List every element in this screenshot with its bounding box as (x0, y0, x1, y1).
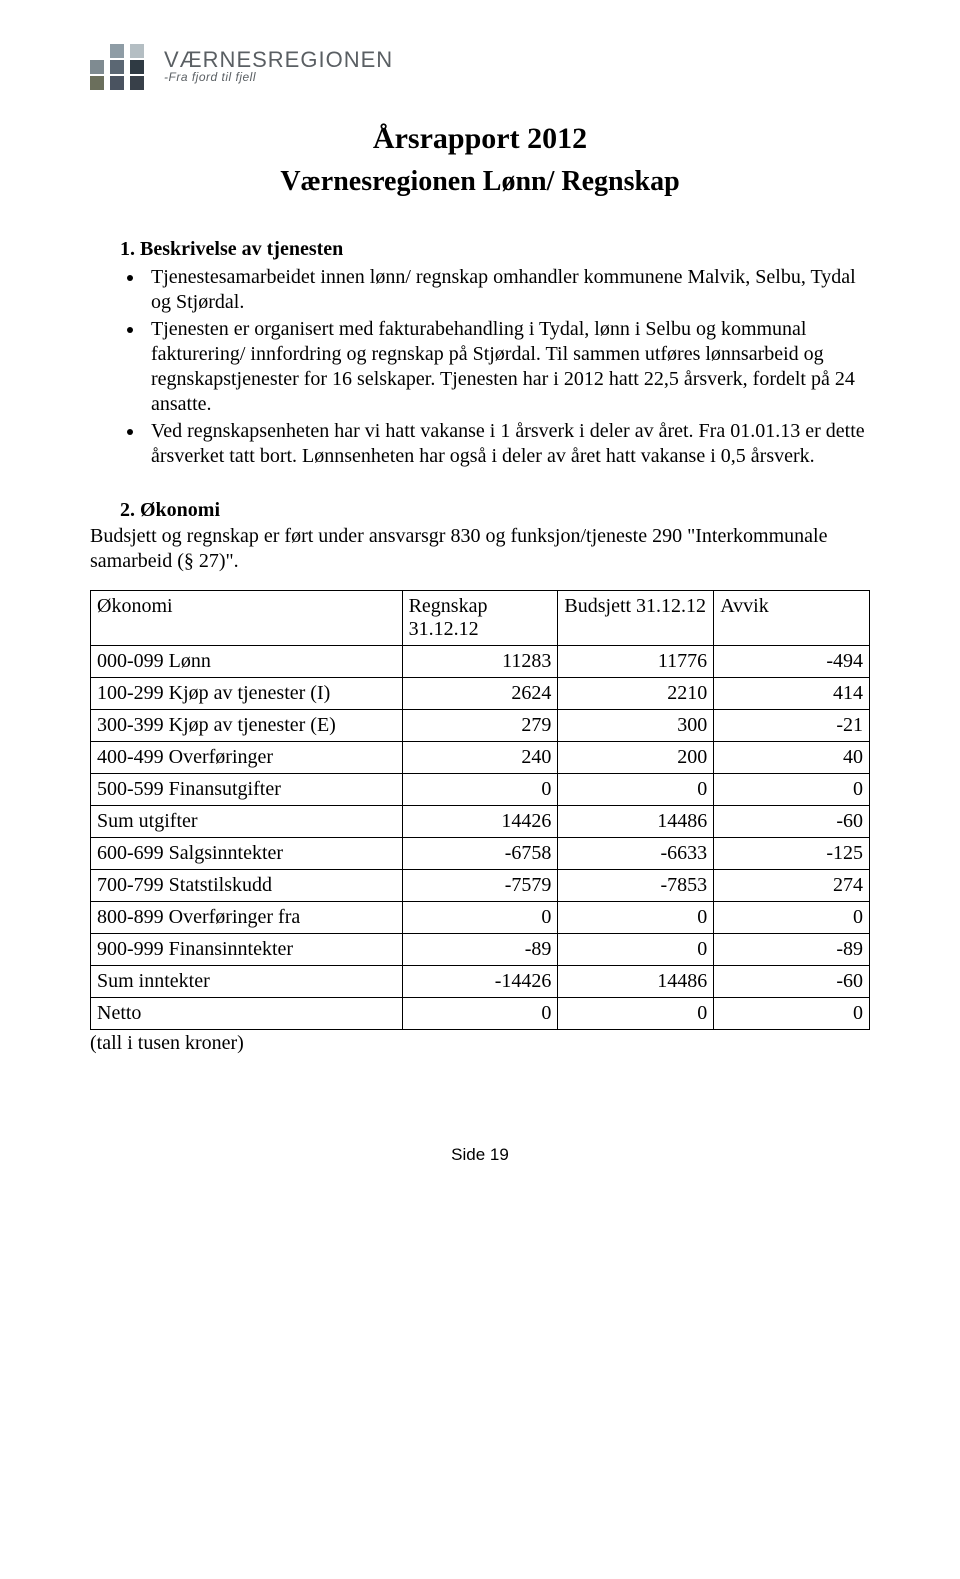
cell-budsjett: 300 (558, 710, 714, 742)
table-row: 900-999 Finansinntekter-890-89 (91, 934, 870, 966)
list-item: Tjenestesamarbeidet innen lønn/ regnskap… (145, 265, 870, 315)
document-page: VÆRNESREGIONEN -Fra fjord til fjell Årsr… (0, 0, 960, 1225)
table-row: 100-299 Kjøp av tjenester (I)26242210414 (91, 678, 870, 710)
table-row: 300-399 Kjøp av tjenester (E)279300-21 (91, 710, 870, 742)
cell-budsjett: 14486 (558, 806, 714, 838)
cell-avvik: -60 (714, 806, 870, 838)
cell-budsjett: 11776 (558, 646, 714, 678)
cell-label: 000-099 Lønn (91, 646, 403, 678)
cell-regnskap: -14426 (402, 966, 558, 998)
cell-regnskap: 11283 (402, 646, 558, 678)
cell-regnskap: 0 (402, 774, 558, 806)
cell-regnskap: 2624 (402, 678, 558, 710)
cell-regnskap: -89 (402, 934, 558, 966)
table-row: Netto000 (91, 998, 870, 1030)
cell-label: 500-599 Finansutgifter (91, 774, 403, 806)
cell-label: Sum inntekter (91, 966, 403, 998)
table-row: 000-099 Lønn1128311776-494 (91, 646, 870, 678)
list-item: Tjenesten er organisert med fakturabehan… (145, 317, 870, 417)
cell-label: 400-499 Overføringer (91, 742, 403, 774)
table-row: 700-799 Statstilskudd-7579-7853274 (91, 870, 870, 902)
list-item: Ved regnskapsenheten har vi hatt vakanse… (145, 419, 870, 469)
cell-avvik: 40 (714, 742, 870, 774)
cell-budsjett: 0 (558, 774, 714, 806)
cell-avvik: 0 (714, 998, 870, 1030)
table-row: 500-599 Finansutgifter000 (91, 774, 870, 806)
cell-avvik: 0 (714, 774, 870, 806)
cell-avvik: 0 (714, 902, 870, 934)
logo-text: VÆRNESREGIONEN -Fra fjord til fjell (164, 48, 393, 84)
cell-label: 600-699 Salgsinntekter (91, 838, 403, 870)
cell-budsjett: -6633 (558, 838, 714, 870)
cell-label: 300-399 Kjøp av tjenester (E) (91, 710, 403, 742)
cell-regnskap: 279 (402, 710, 558, 742)
cell-label: 100-299 Kjøp av tjenester (I) (91, 678, 403, 710)
cell-label: Netto (91, 998, 403, 1030)
section-1-heading: 1. Beskrivelse av tjenesten (120, 238, 870, 261)
page-subtitle: Værnesregionen Lønn/ Regnskap (90, 166, 870, 198)
economy-table: Økonomi Regnskap 31.12.12 Budsjett 31.12… (90, 590, 870, 1030)
table-body: 000-099 Lønn1128311776-494100-299 Kjøp a… (91, 646, 870, 1030)
cell-budsjett: 200 (558, 742, 714, 774)
cell-avvik: -125 (714, 838, 870, 870)
table-row: 800-899 Overføringer fra000 (91, 902, 870, 934)
cell-regnskap: -7579 (402, 870, 558, 902)
cell-budsjett: 0 (558, 902, 714, 934)
cell-regnskap: 0 (402, 998, 558, 1030)
logo-icon (90, 40, 154, 92)
cell-regnskap: -6758 (402, 838, 558, 870)
cell-regnskap: 240 (402, 742, 558, 774)
cell-label: Sum utgifter (91, 806, 403, 838)
page-number: Side 19 (90, 1145, 870, 1165)
table-note: (tall i tusen kroner) (90, 1032, 870, 1055)
table-row: 600-699 Salgsinntekter-6758-6633-125 (91, 838, 870, 870)
cell-budsjett: 14486 (558, 966, 714, 998)
section-1-bullets: Tjenestesamarbeidet innen lønn/ regnskap… (90, 265, 870, 469)
table-head-row: Økonomi Regnskap 31.12.12 Budsjett 31.12… (91, 591, 870, 646)
logo-main-text: VÆRNESREGIONEN (164, 48, 393, 71)
logo-sub-text: -Fra fjord til fjell (164, 71, 393, 84)
table-row: Sum utgifter1442614486-60 (91, 806, 870, 838)
section-2-body: Budsjett og regnskap er ført under ansva… (90, 524, 870, 574)
cell-budsjett: 0 (558, 998, 714, 1030)
logo-block: VÆRNESREGIONEN -Fra fjord til fjell (90, 40, 870, 92)
cell-avvik: 274 (714, 870, 870, 902)
section-2-heading: 2. Økonomi (120, 499, 870, 522)
th-budsjett: Budsjett 31.12.12 (558, 591, 714, 646)
cell-avvik: -89 (714, 934, 870, 966)
cell-avvik: -60 (714, 966, 870, 998)
table-row: 400-499 Overføringer24020040 (91, 742, 870, 774)
page-title: Årsrapport 2012 (90, 122, 870, 156)
cell-regnskap: 14426 (402, 806, 558, 838)
cell-regnskap: 0 (402, 902, 558, 934)
cell-label: 900-999 Finansinntekter (91, 934, 403, 966)
th-regnskap: Regnskap 31.12.12 (402, 591, 558, 646)
cell-label: 700-799 Statstilskudd (91, 870, 403, 902)
cell-budsjett: -7853 (558, 870, 714, 902)
cell-avvik: -494 (714, 646, 870, 678)
table-row: Sum inntekter-1442614486-60 (91, 966, 870, 998)
th-avvik: Avvik (714, 591, 870, 646)
cell-label: 800-899 Overføringer fra (91, 902, 403, 934)
cell-budsjett: 2210 (558, 678, 714, 710)
cell-avvik: -21 (714, 710, 870, 742)
cell-avvik: 414 (714, 678, 870, 710)
th-okonomi: Økonomi (91, 591, 403, 646)
cell-budsjett: 0 (558, 934, 714, 966)
